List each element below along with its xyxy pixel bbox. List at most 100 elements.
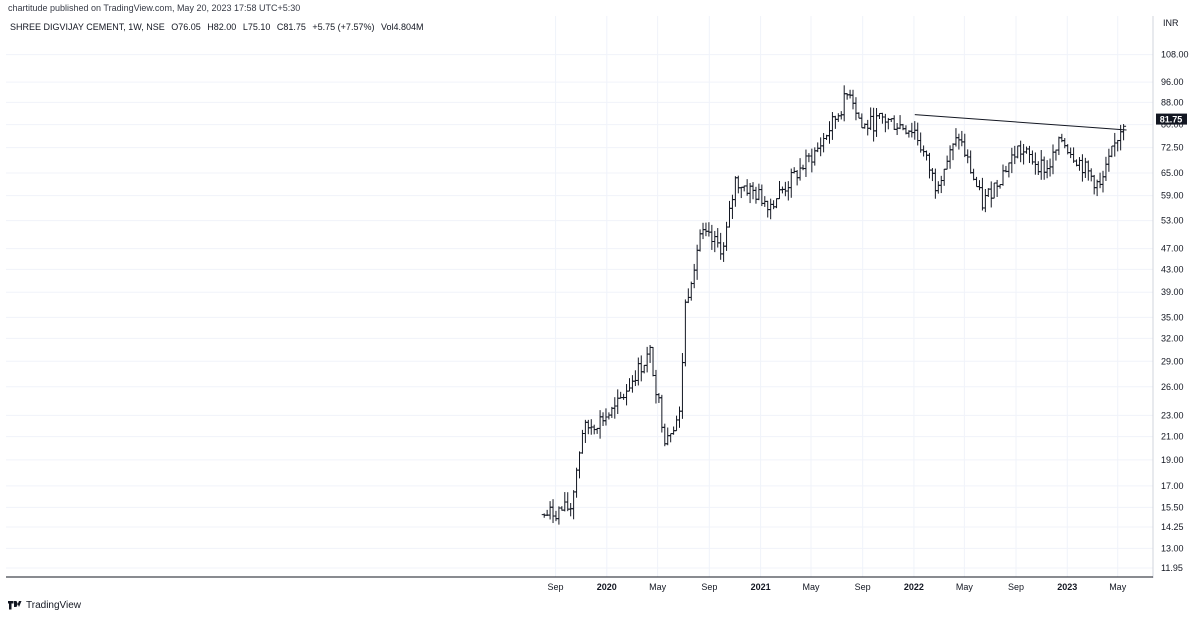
y-tick-label: 65.00 bbox=[1161, 168, 1184, 178]
ohlc-bars bbox=[541, 85, 1127, 525]
ohlc-bar bbox=[844, 93, 850, 100]
ohlc-bar bbox=[706, 222, 712, 237]
ohlc-bar bbox=[729, 194, 735, 219]
ohlc-bar bbox=[994, 179, 1000, 197]
ohlc-bar bbox=[774, 198, 780, 209]
ohlc-bar bbox=[821, 133, 827, 153]
ohlc-bar bbox=[847, 89, 853, 99]
ohlc-bar bbox=[1068, 147, 1074, 159]
y-tick-label: 43.00 bbox=[1161, 264, 1184, 274]
x-tick-label: Sep bbox=[701, 582, 717, 592]
ohlc-bar bbox=[1106, 148, 1112, 172]
ohlc-bar bbox=[935, 181, 941, 194]
ohlc-bar bbox=[800, 164, 806, 171]
ohlc-bar bbox=[853, 97, 859, 121]
ohlc-bar bbox=[797, 158, 803, 181]
ohlc-bar bbox=[965, 149, 971, 164]
ohlc-bar bbox=[1006, 162, 1012, 178]
ohlc-bar bbox=[685, 288, 691, 304]
y-tick-label: 108.00 bbox=[1161, 50, 1189, 60]
ohlc-bar bbox=[600, 412, 606, 427]
ohlc-bar bbox=[574, 467, 580, 498]
ohlc-bar bbox=[941, 168, 947, 186]
ohlc-bar bbox=[856, 112, 862, 119]
ohlc-bar bbox=[979, 177, 985, 211]
ohlc-bar bbox=[1121, 124, 1127, 141]
ohlc-bar bbox=[971, 168, 977, 181]
ohlc-bar bbox=[1032, 152, 1038, 175]
ohlc-bar bbox=[1047, 158, 1053, 177]
ohlc-bar bbox=[726, 200, 732, 228]
ohlc-bar bbox=[929, 167, 935, 182]
ohlc-bar bbox=[771, 200, 777, 210]
ohlc-bar bbox=[835, 113, 841, 122]
ohlc-bar bbox=[691, 263, 697, 289]
x-tick-label: May bbox=[956, 582, 974, 592]
price-axis[interactable]: 108.00 96.00 88.00 80.00 72.50 65.00 59.00 53.0… bbox=[1161, 50, 1189, 573]
tradingview-brand[interactable]: TradingView bbox=[8, 600, 81, 611]
ohlc-bar bbox=[1118, 124, 1124, 151]
y-tick-label: 80.00 bbox=[1161, 120, 1184, 130]
y-tick-label: 15.50 bbox=[1161, 502, 1184, 512]
ohlc-bar bbox=[1112, 132, 1118, 157]
ohlc-bar bbox=[1103, 156, 1109, 181]
ohlc-bar bbox=[668, 433, 674, 443]
ohlc-bar bbox=[700, 222, 706, 240]
ohlc-bar bbox=[547, 501, 553, 520]
ohlc-bar bbox=[715, 228, 721, 248]
symbol-name[interactable]: SHREE DIGVIJAY CEMENT, 1W, NSE bbox=[10, 22, 165, 32]
ohlc-bar bbox=[915, 122, 921, 146]
ohlc-bar bbox=[962, 133, 968, 158]
y-tick-label: 14.25 bbox=[1161, 522, 1184, 532]
ohlc-bar bbox=[1097, 172, 1103, 189]
ohlc-bar bbox=[976, 180, 982, 191]
symbol-legend: SHREE DIGVIJAY CEMENT, 1W, NSE O76.05 H8… bbox=[10, 22, 428, 32]
ohlc-bar bbox=[1115, 139, 1121, 152]
x-tick-label: 2020 bbox=[597, 582, 617, 592]
resistance-trendline[interactable] bbox=[914, 114, 1127, 131]
ohlc-open: O76.05 bbox=[171, 22, 201, 32]
ohlc-bar bbox=[688, 281, 694, 301]
ohlc-bar bbox=[850, 89, 856, 110]
ohlc-bar bbox=[947, 145, 953, 169]
ohlc-bar bbox=[682, 299, 688, 367]
ohlc-bar bbox=[879, 112, 885, 124]
ohlc-bar bbox=[582, 419, 588, 443]
ohlc-bar bbox=[638, 355, 644, 382]
x-tick-label: Sep bbox=[548, 582, 564, 592]
ohlc-bar bbox=[876, 112, 882, 120]
ohlc-bar bbox=[988, 181, 994, 208]
ohlc-bar bbox=[644, 346, 650, 373]
ohlc-bar bbox=[626, 378, 632, 392]
y-tick-label: 72.50 bbox=[1161, 143, 1184, 153]
ohlc-bar bbox=[868, 107, 874, 131]
trendline-segment[interactable] bbox=[914, 114, 1127, 131]
y-tick-label: 47.00 bbox=[1161, 244, 1184, 254]
ohlc-bar bbox=[818, 137, 824, 157]
y-tick-label: 17.00 bbox=[1161, 481, 1184, 491]
time-axis[interactable]: Sep 2020 May Sep 2021 May Sep 2022 May Sep 2023 May bbox=[548, 582, 1127, 592]
ohlc-bar bbox=[891, 115, 897, 130]
ohlc-bar bbox=[1082, 157, 1088, 178]
ohlc-bar bbox=[982, 188, 988, 213]
ohlc-bar bbox=[1038, 150, 1044, 180]
ohlc-change: +5.75 (+7.57%) bbox=[312, 22, 375, 32]
ohlc-bar bbox=[1091, 174, 1097, 195]
ohlc-bar bbox=[832, 115, 838, 129]
ohlc-bar bbox=[1009, 147, 1015, 174]
ohlc-bar bbox=[785, 181, 791, 201]
ohlc-bar bbox=[812, 147, 818, 166]
y-tick-label: 21.00 bbox=[1161, 432, 1184, 442]
ohlc-bar bbox=[768, 198, 774, 220]
publish-info: chartitude published on TradingView.com,… bbox=[8, 3, 301, 13]
currency-label: INR bbox=[1163, 18, 1179, 28]
ohlc-bar bbox=[632, 370, 638, 387]
ohlc-bar bbox=[721, 242, 727, 262]
ohlc-bar bbox=[882, 113, 888, 133]
ohlc-bar bbox=[1050, 144, 1056, 175]
x-tick-label: 2023 bbox=[1057, 582, 1077, 592]
y-tick-label: 59.00 bbox=[1161, 191, 1184, 201]
ohlc-bar bbox=[974, 176, 980, 188]
brand-name: TradingView bbox=[26, 600, 82, 611]
